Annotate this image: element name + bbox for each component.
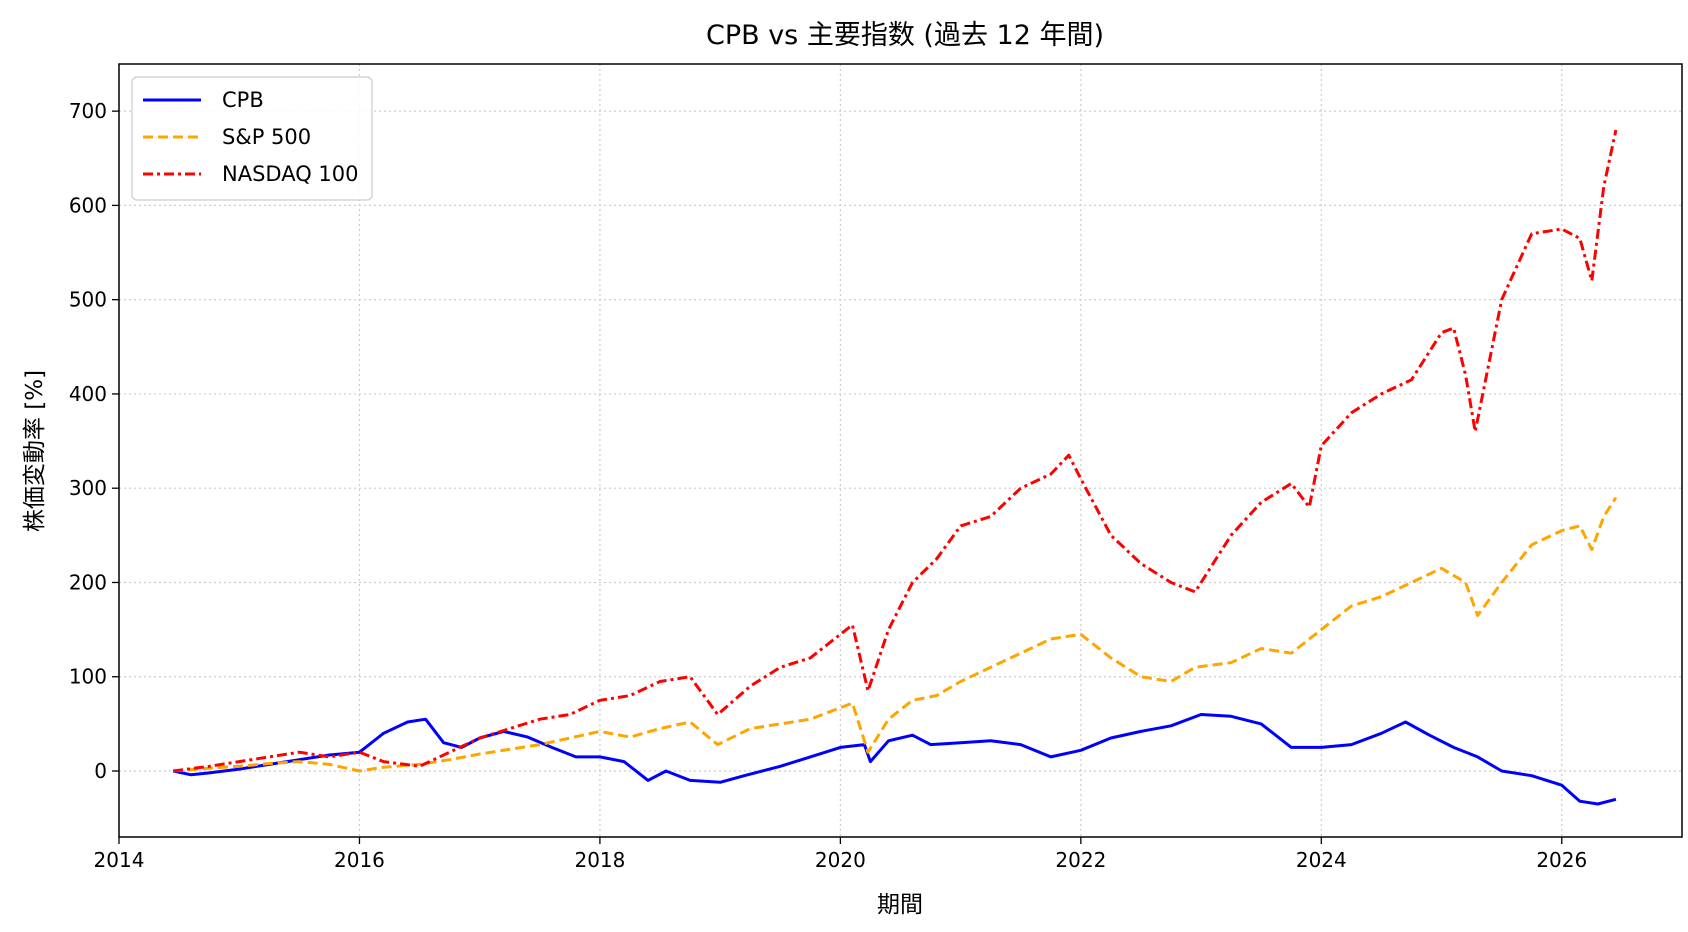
- y-tick-label: 700: [69, 99, 107, 123]
- x-axis: 2014 2016 2018 2020 2022 2024 2026: [94, 837, 1587, 872]
- y-tick-label: 100: [69, 665, 107, 689]
- series-layer: [172, 129, 1618, 806]
- series-line-nasdaq-100: [172, 129, 1618, 773]
- y-axis: 0 100 200 300 400 500 600 700: [69, 99, 119, 783]
- legend: CPB S&P 500 NASDAQ 100: [131, 76, 373, 201]
- plot-area-frame: [118, 63, 1683, 838]
- x-tick-label: 2024: [1296, 848, 1347, 872]
- x-tick-label: 2022: [1055, 848, 1106, 872]
- y-tick-label: 600: [69, 193, 107, 217]
- y-tick-label: 0: [94, 759, 107, 783]
- y-tick-label: 500: [69, 288, 107, 312]
- y-tick-label: 300: [69, 476, 107, 500]
- y-tick-label: 200: [69, 570, 107, 594]
- y-tick-label: 400: [69, 382, 107, 406]
- legend-label-s-p-500: S&P 500: [222, 125, 311, 149]
- series-line-cpb: [172, 713, 1617, 806]
- x-tick-label: 2026: [1536, 848, 1587, 872]
- series-line-s-p-500: [172, 496, 1618, 773]
- grid-lines: [118, 64, 1682, 837]
- legend-box: [131, 76, 373, 201]
- x-tick-label: 2016: [334, 848, 385, 872]
- y-axis-label: 株価変動率 [%]: [22, 370, 48, 532]
- x-axis-label: 期間: [877, 892, 923, 918]
- legend-label-cpb: CPB: [222, 88, 264, 112]
- x-tick-label: 2018: [574, 848, 625, 872]
- chart-title: CPB vs 主要指数 (過去 12 年間): [706, 20, 1104, 51]
- x-tick-label: 2014: [94, 848, 145, 872]
- legend-label-nasdaq-100: NASDAQ 100: [222, 162, 359, 186]
- x-tick-label: 2020: [815, 848, 866, 872]
